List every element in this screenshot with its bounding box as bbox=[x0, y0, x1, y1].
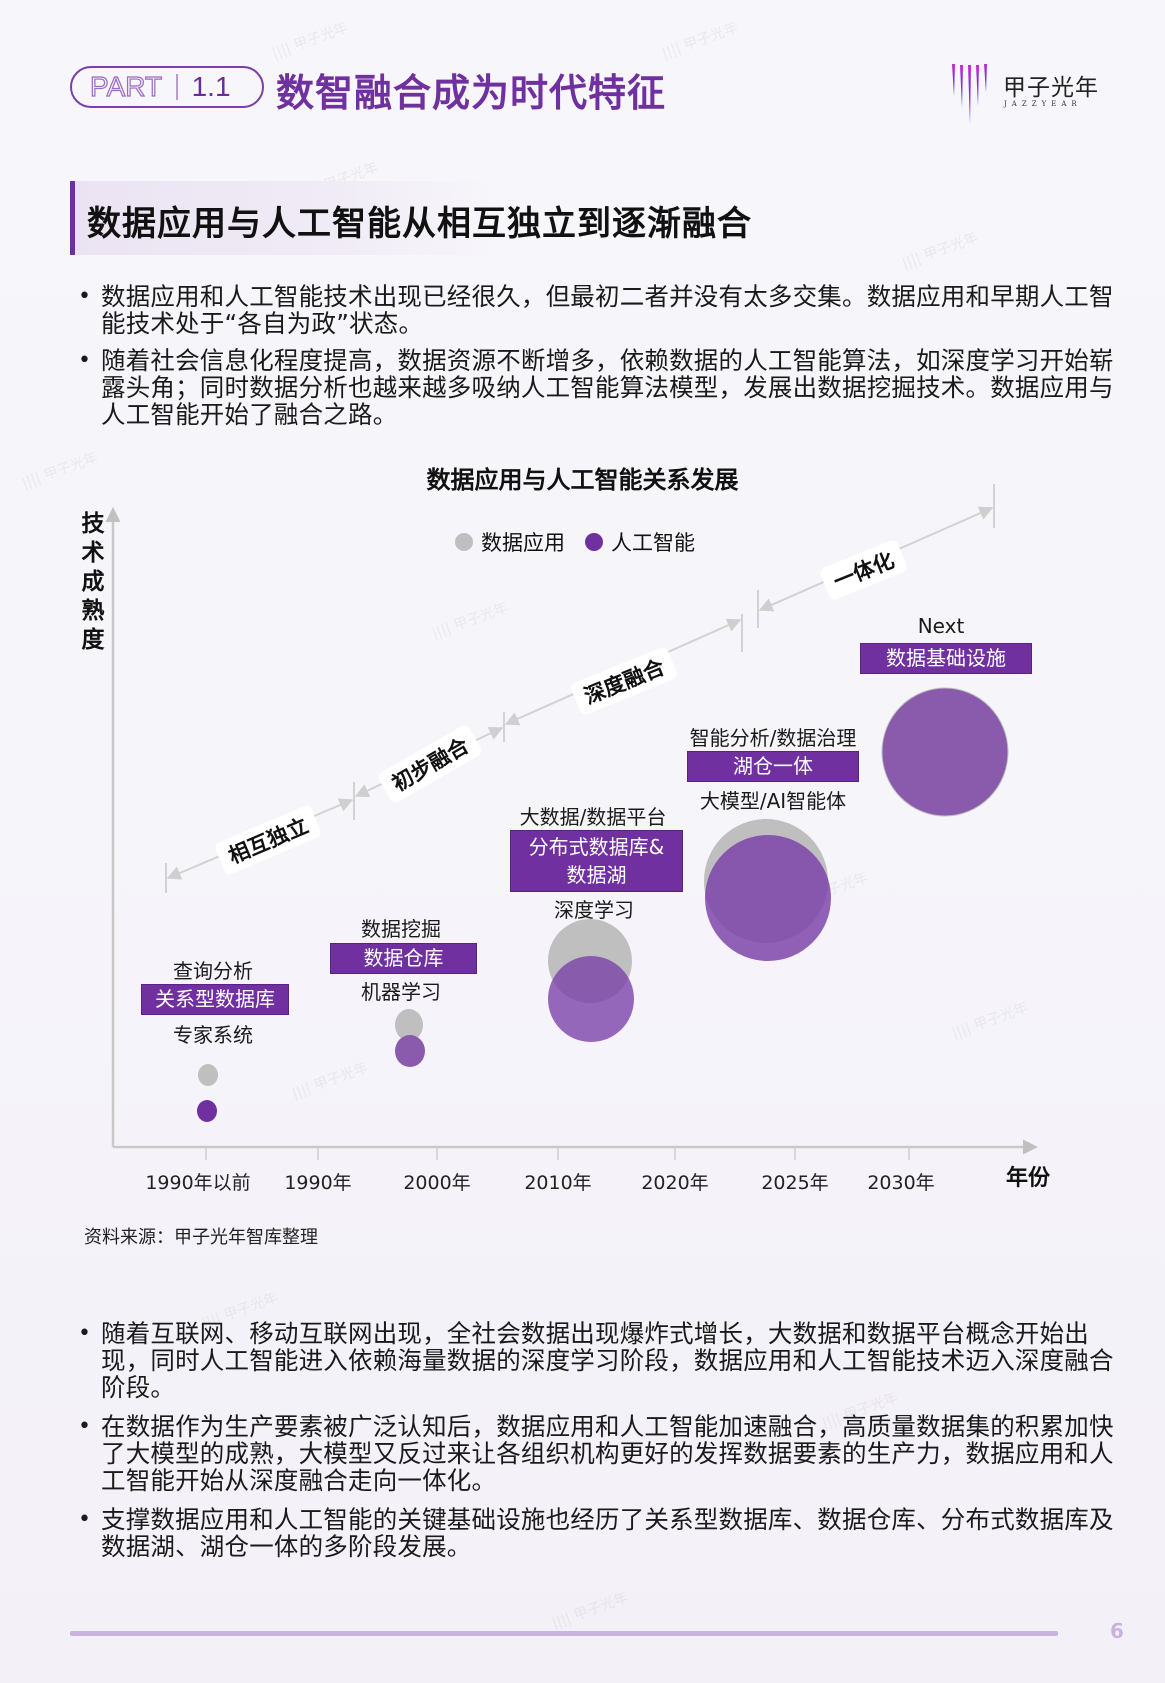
era4-infra-tag: 湖仓一体 bbox=[687, 751, 859, 782]
watermark: |||| 甲子光年 bbox=[289, 1059, 371, 1103]
stage-label-initial-fusion: 初步融合 bbox=[376, 723, 484, 805]
watermark: |||| 甲子光年 bbox=[429, 599, 511, 643]
intro-bullets: 数据应用和人工智能技术出现已经很久，但最初二者并没有太多交集。数据应用和早期人工… bbox=[78, 283, 1118, 438]
footer-divider bbox=[70, 1631, 1058, 1636]
stage-label-deep-fusion: 深度融合 bbox=[569, 645, 679, 717]
x-tick-label: 2025年 bbox=[761, 1172, 829, 1194]
bubble-ai-4 bbox=[705, 835, 831, 961]
watermark: |||| 甲子光年 bbox=[659, 19, 741, 63]
watermark: |||| 甲子光年 bbox=[899, 229, 981, 273]
bubble-data-app-1 bbox=[198, 1064, 218, 1086]
x-tick-label: 1990年 bbox=[284, 1172, 352, 1194]
logo-name-en: JAZZYEAR bbox=[1004, 100, 1082, 108]
x-tick-label: 2000年 bbox=[403, 1172, 471, 1194]
jazzyear-logo-icon bbox=[952, 64, 987, 124]
bubble-data-app-3 bbox=[548, 919, 632, 1003]
bubble-ai-5 bbox=[881, 687, 1009, 817]
part-label: PART bbox=[89, 70, 163, 102]
era1-bottom-label: 专家系统 bbox=[173, 1023, 253, 1047]
era5-infra-tag: 数据基础设施 bbox=[860, 643, 1032, 674]
section-heading-bar bbox=[70, 181, 490, 255]
era2-top-label: 数据挖掘 bbox=[361, 917, 441, 941]
logo-name-cn: 甲子光年 bbox=[1003, 75, 1099, 101]
stage-label-integration: 一体化 bbox=[818, 538, 909, 602]
x-tick-label: 1990年以前 bbox=[145, 1172, 251, 1194]
era3-bottom-label: 深度学习 bbox=[554, 898, 634, 922]
era3-infra-tag: 分布式数据库& 数据湖 bbox=[510, 830, 683, 892]
part-badge: PART 1.1 bbox=[70, 66, 264, 108]
x-tick-label: 2010年 bbox=[524, 1172, 592, 1194]
era1-top-label: 查询分析 bbox=[173, 959, 253, 983]
watermark: |||| 甲子光年 bbox=[549, 1589, 631, 1633]
y-axis-label: 技术成熟度 bbox=[81, 511, 105, 653]
legend-dot-purple-icon bbox=[585, 533, 603, 551]
x-axis-label: 年份 bbox=[1006, 1166, 1051, 1191]
era5-top-label: Next bbox=[917, 614, 965, 638]
bubble-data-app-4 bbox=[704, 819, 828, 943]
chart-title: 数据应用与人工智能关系发展 bbox=[426, 466, 739, 494]
era3-top-label: 大数据/数据平台 bbox=[519, 805, 667, 829]
bullet-item: 在数据作为生产要素被广泛认知后，数据应用和人工智能加速融合，高质量数据集的积累加… bbox=[78, 1413, 1118, 1494]
era2-bottom-label: 机器学习 bbox=[361, 980, 441, 1004]
section-title: 数据应用与人工智能从相互独立到逐渐融合 bbox=[87, 204, 752, 244]
legend-item-ai: 人工智能 bbox=[585, 527, 695, 557]
bubble-ai-3 bbox=[548, 956, 634, 1042]
bullet-item: 支撑数据应用和人工智能的关键基础设施也经历了关系型数据库、数据仓库、分布式数据库… bbox=[78, 1506, 1118, 1560]
page-number: 6 bbox=[1110, 1619, 1124, 1643]
conclusion-bullets: 随着互联网、移动互联网出现，全社会数据出现爆炸式增长，大数据和数据平台概念开始出… bbox=[78, 1320, 1118, 1572]
bullet-item: 随着互联网、移动互联网出现，全社会数据出现爆炸式增长，大数据和数据平台概念开始出… bbox=[78, 1320, 1118, 1401]
era4-bottom-label: 大模型/AI智能体 bbox=[699, 789, 847, 813]
bubble-ai-2 bbox=[395, 1035, 425, 1067]
chart-legend: 数据应用 人工智能 bbox=[455, 527, 715, 557]
stage-label-independent: 相互独立 bbox=[213, 804, 323, 876]
bubble-ai-1 bbox=[197, 1100, 217, 1122]
watermark: |||| 甲子光年 bbox=[789, 869, 871, 913]
era1-infra-tag: 关系型数据库 bbox=[141, 984, 289, 1015]
watermark: |||| 甲子光年 bbox=[949, 999, 1031, 1043]
x-tick-label: 2020年 bbox=[641, 1172, 709, 1194]
legend-item-data-app: 数据应用 bbox=[455, 527, 565, 557]
part-number: 1.1 bbox=[191, 71, 231, 102]
era4-top-label: 智能分析/数据治理 bbox=[689, 726, 857, 750]
bubble-data-app-2 bbox=[395, 1009, 423, 1041]
page-title: 数智融合成为时代特征 bbox=[276, 71, 667, 115]
era2-infra-tag: 数据仓库 bbox=[330, 943, 477, 974]
part-separator bbox=[176, 74, 178, 100]
source-note: 资料来源：甲子光年智库整理 bbox=[84, 1227, 318, 1248]
bullet-item: 随着社会信息化程度提高，数据资源不断增多，依赖数据的人工智能算法，如深度学习开始… bbox=[78, 347, 1118, 428]
legend-dot-gray-icon bbox=[455, 533, 473, 551]
x-tick-label: 2030年 bbox=[867, 1172, 935, 1194]
watermark: |||| 甲子光年 bbox=[269, 19, 351, 63]
bullet-item: 数据应用和人工智能技术出现已经很久，但最初二者并没有太多交集。数据应用和早期人工… bbox=[78, 283, 1118, 337]
